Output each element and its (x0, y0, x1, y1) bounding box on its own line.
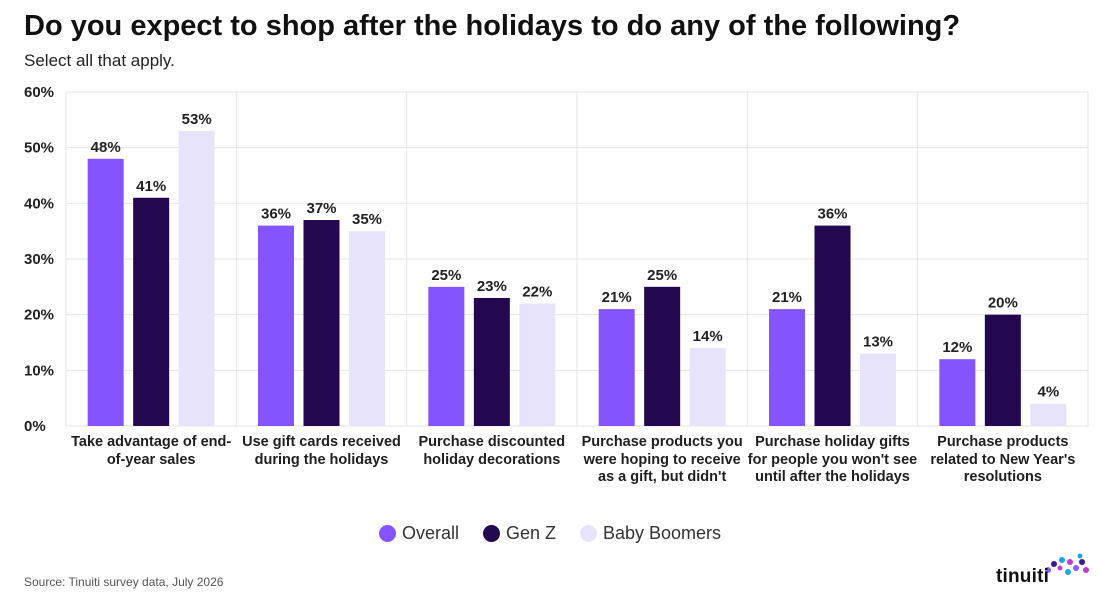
y-tick-label: 50% (24, 140, 54, 157)
bar-value-label: 25% (647, 267, 677, 284)
logo-dot (1067, 559, 1073, 565)
bar (303, 220, 340, 426)
logo-dot (1045, 567, 1051, 573)
bar-value-label: 14% (693, 328, 723, 345)
y-tick-label: 60% (24, 84, 54, 101)
legend-swatch (378, 525, 396, 542)
bar (984, 314, 1021, 426)
logo-text: tinuiti (996, 566, 1050, 587)
bar-value-label: 25% (431, 267, 461, 284)
bar-value-label: 37% (306, 200, 336, 217)
y-tick-label: 40% (24, 195, 54, 212)
bar (598, 309, 635, 426)
bar-value-label: 23% (477, 278, 507, 295)
logo-dot (1059, 557, 1065, 563)
bar-value-label: 21% (602, 289, 632, 306)
bar (133, 197, 170, 426)
x-tick-label: Purchase products you were hoping to rec… (581, 434, 743, 485)
legend-swatch (579, 525, 597, 542)
bar-value-label: 12% (942, 339, 972, 356)
legend-label: Gen Z (505, 523, 556, 543)
bar (860, 353, 896, 426)
logo-dot (1079, 559, 1085, 565)
x-tick-label: Purchase discounted holiday decorations (418, 434, 566, 468)
y-tick-label: 10% (24, 362, 54, 379)
bar-value-label: 22% (522, 284, 552, 301)
legend-label: Overall (401, 523, 459, 543)
legend: Overall Gen Z Baby Boomers (0, 523, 1100, 544)
x-tick-label: Purchase products related to New Year's … (930, 434, 1076, 485)
bar (428, 286, 465, 426)
chart-title: Do you expect to shop after the holidays… (24, 10, 961, 42)
x-tick-label: Use gift cards received during the holid… (242, 434, 401, 468)
source-note: Source: Tinuiti survey data, July 2026 (24, 575, 224, 589)
y-tick-label: 0% (24, 418, 46, 435)
bar (87, 158, 124, 427)
bar (769, 309, 805, 426)
bar-value-label: 20% (988, 295, 1018, 312)
logo-dot (1065, 569, 1071, 575)
bar-value-label: 53% (182, 111, 212, 128)
logo-dot (1077, 553, 1083, 559)
logo-dot (1073, 565, 1079, 571)
bar-value-label: 35% (352, 211, 382, 228)
logo-dot (1083, 567, 1089, 573)
bar-value-label: 36% (817, 206, 847, 223)
bar (258, 225, 294, 426)
x-tick-label: Purchase holiday gifts for people you wo… (747, 434, 918, 485)
bar (939, 359, 976, 426)
bar (644, 286, 681, 426)
bar-value-label: 21% (772, 289, 802, 306)
bar-value-label: 41% (136, 178, 166, 195)
bar (519, 303, 556, 426)
bar-value-label: 48% (91, 139, 121, 156)
legend-item: Overall (378, 523, 459, 544)
bar (349, 231, 385, 426)
y-tick-label: 20% (24, 307, 54, 324)
legend-label: Baby Boomers (602, 523, 722, 543)
bar-chart: 0% 10% 20% 30% 40% 50% 60% 48% 41% 53% 36% 37% 35% 25… (24, 84, 1089, 435)
tinuiti-dots-logo-icon (1045, 553, 1089, 575)
chart-subtitle: Select all that apply. (24, 51, 175, 70)
bar-value-label: 13% (863, 334, 893, 351)
bar-value-label: 4% (1037, 384, 1059, 401)
logo-dot (1057, 565, 1063, 571)
bar (473, 297, 510, 426)
bar (1030, 403, 1067, 426)
bar-value-label: 36% (261, 206, 291, 223)
legend-item: Baby Boomers (579, 523, 722, 544)
bar (689, 348, 726, 426)
legend-item: Gen Z (482, 523, 556, 544)
y-tick-label: 30% (24, 251, 54, 268)
legend-swatch (482, 525, 500, 542)
logo-dot (1051, 561, 1057, 567)
tinuiti-logo: tinuiti (994, 552, 1094, 596)
x-tick-label: Take advantage of end-of-year sales (71, 434, 232, 468)
bar (178, 130, 215, 426)
bar (814, 225, 851, 426)
